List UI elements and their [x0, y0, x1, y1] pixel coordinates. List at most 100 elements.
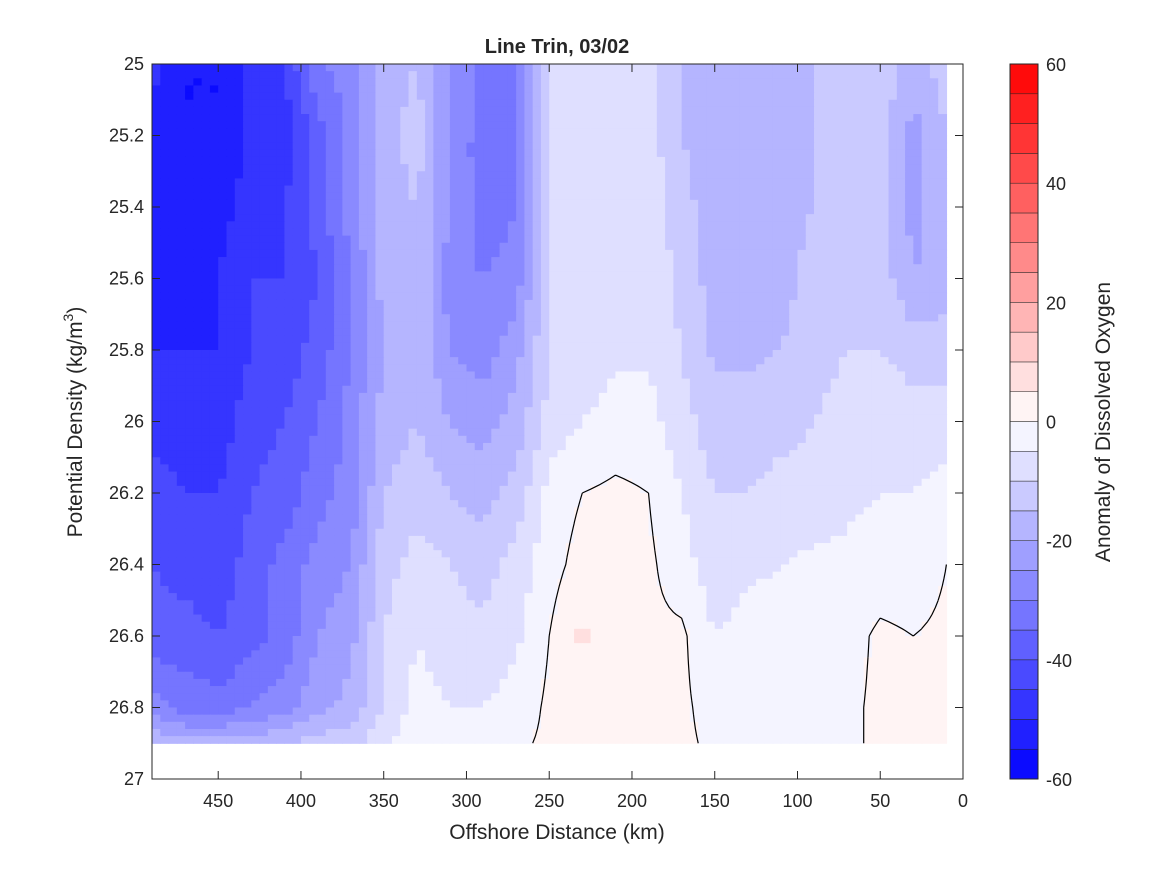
contour-cell	[391, 207, 401, 215]
contour-cell	[681, 171, 691, 179]
contour-cell	[640, 392, 650, 401]
contour-cell	[334, 199, 343, 208]
contour-cell	[375, 271, 385, 280]
contour-cell	[483, 407, 492, 415]
contour-cell	[152, 164, 161, 172]
contour-cell	[243, 164, 252, 172]
contour-cell	[747, 71, 757, 79]
contour-cell	[218, 178, 228, 187]
contour-cell	[466, 249, 476, 258]
contour-cell	[681, 407, 691, 415]
contour-cell	[673, 156, 683, 165]
contour-cell	[350, 371, 360, 380]
contour-cell	[615, 414, 625, 423]
contour-cell	[168, 114, 178, 122]
contour-cell	[747, 307, 757, 315]
contour-cell	[665, 135, 674, 144]
contour-cell	[814, 249, 823, 258]
contour-cell	[756, 142, 765, 151]
contour-cell	[665, 407, 674, 415]
contour-cell	[317, 378, 327, 387]
contour-cell	[631, 164, 641, 172]
contour-cell	[466, 335, 476, 344]
contour-cell	[698, 385, 708, 394]
contour-cell	[425, 242, 434, 251]
contour-cell	[905, 171, 914, 179]
contour-cell	[838, 228, 848, 237]
contour-cell	[797, 257, 807, 265]
contour-cell	[631, 285, 641, 294]
contour-cell	[176, 392, 186, 401]
contour-cell	[847, 156, 857, 165]
contour-cell	[449, 257, 459, 265]
contour-cell	[449, 99, 459, 108]
contour-cell	[317, 235, 327, 244]
contour-cell	[334, 421, 343, 430]
contour-cell	[648, 257, 658, 265]
contour-cell	[880, 121, 890, 129]
contour-cell	[176, 78, 186, 87]
contour-cell	[317, 414, 327, 423]
contour-cell	[408, 199, 418, 208]
contour-cell	[681, 221, 691, 230]
contour-cell	[747, 257, 757, 265]
contour-cell	[383, 135, 393, 144]
contour-cell	[425, 235, 434, 244]
contour-cell	[905, 357, 914, 365]
contour-cell	[152, 421, 161, 430]
contour-cell	[656, 285, 666, 294]
contour-cell	[598, 106, 608, 115]
contour-cell	[896, 321, 906, 330]
contour-cell	[549, 342, 559, 351]
contour-cell	[449, 307, 459, 315]
contour-cell	[838, 71, 848, 79]
contour-cell	[276, 350, 286, 358]
contour-cell	[218, 207, 228, 215]
contour-cell	[499, 106, 509, 115]
contour-cell	[582, 271, 592, 280]
contour-cell	[871, 114, 881, 122]
contour-cell	[400, 307, 410, 315]
contour-cell	[913, 314, 923, 322]
contour-cell	[433, 357, 443, 365]
contour-cell	[433, 264, 443, 272]
contour-cell	[251, 106, 261, 115]
contour-cell	[375, 92, 385, 101]
contour-cell	[168, 121, 178, 129]
contour-cell	[408, 171, 418, 179]
contour-cell	[814, 64, 823, 72]
contour-cell	[656, 335, 666, 344]
contour-cell	[590, 178, 600, 187]
contour-cell	[648, 292, 658, 301]
contour-cell	[706, 242, 716, 251]
contour-cell	[665, 199, 674, 208]
contour-cell	[880, 71, 890, 79]
contour-cell	[574, 385, 583, 394]
contour-cell	[358, 364, 368, 373]
contour-cell	[342, 414, 352, 423]
contour-cell	[607, 135, 617, 144]
contour-cell	[929, 357, 939, 365]
contour-cell	[681, 199, 691, 208]
contour-cell	[499, 92, 509, 101]
contour-cell	[309, 78, 319, 87]
contour-cell	[938, 185, 948, 194]
contour-cell	[474, 106, 484, 115]
contour-cell	[888, 235, 898, 244]
contour-cell	[425, 364, 434, 373]
contour-cell	[160, 414, 170, 423]
contour-cell	[243, 142, 252, 151]
contour-cell	[358, 392, 368, 401]
contour-cell	[433, 178, 443, 187]
contour-cell	[218, 421, 228, 430]
contour-cell	[838, 192, 848, 201]
contour-cell	[433, 364, 443, 373]
contour-cell	[574, 242, 583, 251]
contour-cell	[814, 307, 823, 315]
contour-cell	[234, 321, 244, 330]
contour-cell	[863, 178, 873, 187]
contour-cell	[822, 106, 832, 115]
contour-cell	[698, 214, 708, 222]
contour-cell	[350, 156, 360, 165]
contour-cell	[698, 421, 708, 430]
